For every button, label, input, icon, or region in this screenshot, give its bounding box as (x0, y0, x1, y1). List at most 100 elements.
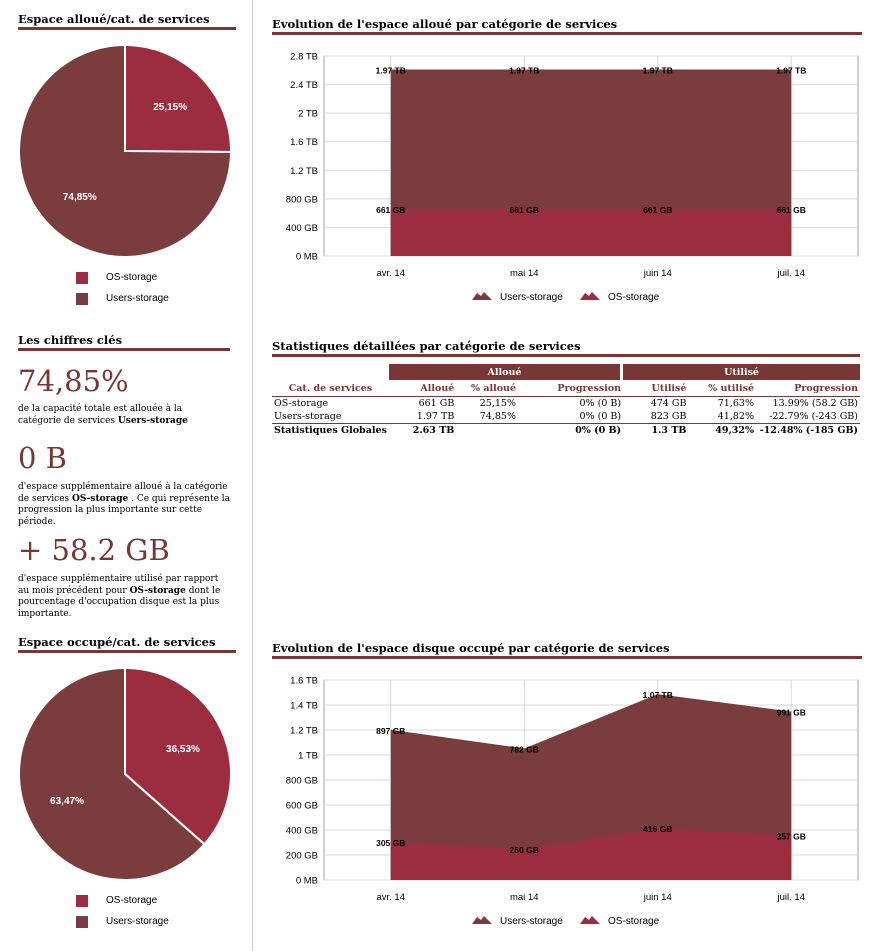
y-tick-label: 2.4 TB (290, 80, 318, 91)
data-label: 416 GB (643, 824, 672, 834)
legend-item-users-storage[interactable]: Users-storage (472, 916, 563, 927)
area-legend-icon (580, 292, 600, 300)
pie-slice-label: 25,15% (153, 102, 187, 113)
y-tick-label: 2.8 TB (290, 52, 318, 63)
key-figure-highlight: OS-storage (72, 493, 129, 504)
data-label: 357 GB (777, 831, 806, 841)
pie-slice-os-storage[interactable] (124, 666, 232, 846)
cell-pct-allocated: 25,15% (479, 398, 516, 409)
alloc-pie-chart: 25,15% 74,85% (18, 43, 233, 258)
y-tick-label: 0 MB (296, 876, 318, 887)
cell-alloc-progress: 0% (0 B) (579, 411, 622, 422)
legend-label: OS-storage (608, 292, 660, 303)
key-figure-text: d'espace supplémentaire utilisé par rapp… (18, 574, 230, 620)
data-label: 661 GB (376, 205, 405, 215)
cell-category: Users-storage (274, 411, 342, 422)
column-header: % utilisé (688, 380, 756, 397)
y-tick-label: 2 TB (298, 109, 318, 120)
stats-table: Alloué Utilisé Cat. de services Alloué %… (272, 364, 860, 437)
y-tick-label: 400 GB (286, 223, 318, 234)
column-header: Utilisé (623, 380, 689, 397)
data-label: 661 GB (777, 205, 806, 215)
table-total-row: Statistiques Globales 2.63 TB 0% (0 B) 1… (272, 423, 860, 437)
cell-alloc-progress: 0% (0 B) (518, 423, 624, 437)
x-tick-label: juil. 14 (777, 892, 805, 903)
area-legend-icon (580, 916, 600, 924)
area-series-os-storage[interactable] (390, 828, 792, 880)
y-tick-label: 1.2 TB (290, 166, 318, 177)
key-figure-text-after: dont le pourcentage d'occupation disque … (18, 585, 221, 619)
legend-item-users-storage[interactable]: Users-storage (76, 288, 169, 309)
stats-column-header-row: Cat. de services Alloué % alloué Progres… (272, 380, 860, 397)
column-header: Progression (756, 380, 860, 397)
used-area-chart: 0 MB 200 GB 400 GB 600 GB 800 GB 1 TB 1.2 TB 1.… (286, 676, 859, 927)
legend-label: OS-storage (106, 272, 158, 283)
legend-item-os-storage[interactable]: OS-storage (76, 267, 169, 288)
pie-slice-label: 36,53% (166, 744, 200, 755)
legend-item-os-storage[interactable]: OS-storage (580, 292, 660, 303)
y-tick-label: 1.2 TB (290, 726, 318, 737)
cell-allocated: 661 GB (418, 398, 455, 409)
cell-pct-allocated (456, 423, 518, 437)
legend-swatch (76, 894, 88, 907)
detailed-stats-title: Statistiques détaillées par catégorie de… (272, 339, 860, 357)
column-header: Alloué (388, 380, 457, 397)
y-tick-label: 1.6 TB (290, 676, 318, 687)
area-series-os-storage[interactable] (390, 208, 792, 256)
legend-swatch (76, 915, 88, 928)
legend-label: Users-storage (500, 916, 563, 927)
area-legend-icon (472, 916, 492, 924)
y-tick-label: 200 GB (286, 851, 318, 862)
key-figure-text: de la capacité totale est allouée à la c… (18, 404, 228, 427)
key-figure-value: 0 B (18, 441, 67, 475)
x-tick-label: juin 14 (643, 268, 672, 279)
legend-item-users-storage[interactable]: Users-storage (76, 911, 169, 932)
cell-category: Statistiques Globales (272, 423, 389, 436)
table-row: Users-storage 1.97 TB 74,85% 0% (0 B) 82… (272, 410, 860, 423)
cell-used: 474 GB (650, 398, 687, 409)
alloc-area-chart: 0 MB 400 GB 800 GB 1.2 TB 1.6 TB 2 TB 2.4 TB 2.… (286, 52, 859, 303)
cell-pct-allocated: 74,85% (479, 411, 516, 422)
legend-label: OS-storage (608, 916, 660, 927)
column-header: % alloué (456, 380, 518, 397)
cell-used-progress: 13.99% (58.2 GB) (772, 398, 858, 409)
used-pie-legend: OS-storage Users-storage (76, 890, 169, 932)
alloc-evolution-title: Evolution de l'espace alloué par catégor… (272, 17, 862, 35)
data-label: 1.97 TB (776, 66, 806, 76)
legend-item-users-storage[interactable]: Users-storage (472, 292, 563, 303)
area-legend-icon (472, 292, 492, 300)
y-tick-label: 1.6 TB (290, 137, 318, 148)
data-label: 250 GB (510, 845, 539, 855)
data-label: 1.97 TB (376, 66, 406, 76)
key-figure-text-after: . Ce qui représente la progression la pl… (18, 493, 231, 527)
legend-swatch (76, 292, 88, 305)
legend-label: Users-storage (106, 916, 169, 927)
key-figure-text-before: d'espace supplémentaire alloué à la caté… (18, 482, 228, 504)
y-tick-label: 800 GB (286, 194, 318, 205)
cell-alloc-progress: 0% (0 B) (579, 398, 622, 409)
legend-swatch (76, 271, 88, 284)
alloc-pie-title: Espace alloué/cat. de services (18, 12, 236, 30)
data-label: 782 GB (510, 745, 539, 755)
cell-pct-used: 71,63% (717, 398, 754, 409)
used-pie-title: Espace occupé/cat. de services (18, 635, 236, 653)
key-figure-text-before: de la capacité totale est allouée à la c… (18, 404, 183, 426)
pie-slice-os-storage[interactable] (124, 43, 232, 154)
cell-category: OS-storage (274, 398, 329, 409)
legend-label: Users-storage (106, 293, 169, 304)
cell-allocated: 2.63 TB (388, 423, 457, 437)
pie-slice-label: 63,47% (50, 796, 84, 807)
y-tick-label: 800 GB (286, 776, 318, 787)
table-row: OS-storage 661 GB 25,15% 0% (0 B) 474 GB… (272, 397, 860, 410)
y-tick-label: 400 GB (286, 826, 318, 837)
legend-item-os-storage[interactable]: OS-storage (76, 890, 169, 911)
key-figure-value: + 58.2 GB (18, 533, 170, 567)
group-header-allocated: Alloué (388, 364, 624, 380)
legend-label: Users-storage (500, 292, 563, 303)
pie-slice-users-storage[interactable] (18, 43, 233, 258)
data-label: 991 GB (777, 708, 806, 718)
pie-slice-users-storage[interactable] (18, 666, 206, 881)
legend-item-os-storage[interactable]: OS-storage (580, 916, 660, 927)
used-evolution-title: Evolution de l'espace disque occupé par … (272, 641, 862, 659)
y-tick-label: 0 MB (296, 252, 318, 263)
